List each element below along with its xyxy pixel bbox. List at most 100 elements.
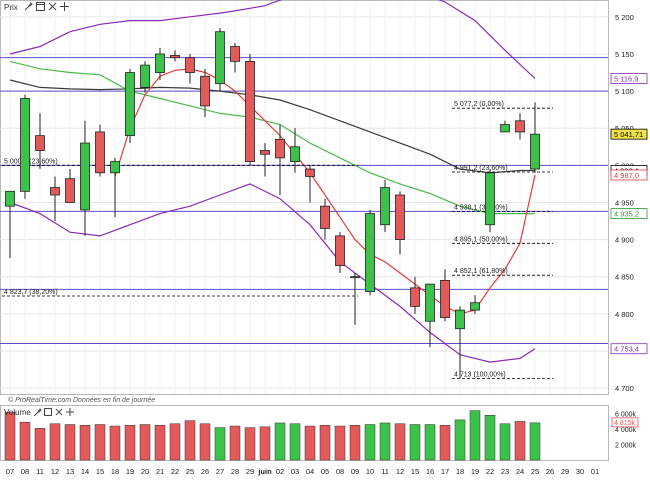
- candle[interactable]: [485, 169, 495, 233]
- volume-bar[interactable]: [529, 422, 541, 461]
- volume-close-icon[interactable]: [55, 408, 63, 416]
- volume-bar[interactable]: [94, 424, 106, 461]
- volume-bar[interactable]: [109, 425, 121, 461]
- price-right-label-box: [610, 128, 648, 140]
- candle[interactable]: [80, 120, 90, 236]
- settings-wrench-icon[interactable]: [24, 2, 33, 11]
- fibonacci-level-label: 4 895,1 (50,00%): [454, 236, 508, 243]
- volume-bar[interactable]: [214, 427, 226, 461]
- volume-move-icon[interactable]: [66, 408, 74, 416]
- volume-bar[interactable]: [169, 423, 181, 461]
- slow-moving-average-line: [9, 79, 535, 174]
- candle[interactable]: [170, 50, 180, 62]
- volume-bar[interactable]: [244, 427, 256, 461]
- volume-bar[interactable]: [274, 422, 286, 461]
- candle[interactable]: [125, 68, 135, 144]
- candle[interactable]: [35, 113, 45, 170]
- volume-bar[interactable]: [154, 425, 166, 461]
- volume-bar[interactable]: [394, 423, 406, 461]
- volume-bar[interactable]: [124, 425, 136, 461]
- candle[interactable]: [455, 306, 465, 379]
- volume-bar[interactable]: [319, 425, 331, 461]
- volume-maximize-icon[interactable]: [44, 408, 52, 416]
- price-right-label-text: 4 987,0: [614, 171, 639, 180]
- volume-bar[interactable]: [454, 419, 466, 461]
- date-tick-label: 05: [321, 467, 329, 476]
- volume-bar[interactable]: [259, 426, 271, 461]
- volume-bar[interactable]: [484, 415, 496, 461]
- volume-bar[interactable]: [4, 411, 16, 461]
- candle[interactable]: [140, 61, 150, 93]
- volume-bar[interactable]: [199, 423, 211, 461]
- volume-bar[interactable]: [334, 425, 346, 461]
- candle[interactable]: [395, 191, 405, 255]
- candle[interactable]: [470, 295, 480, 314]
- volume-bar[interactable]: [229, 425, 241, 461]
- volume-bar[interactable]: [64, 424, 76, 461]
- candle-body: [140, 64, 150, 88]
- volume-bar[interactable]: [19, 421, 31, 461]
- volume-bar[interactable]: [379, 422, 391, 461]
- candle[interactable]: [530, 102, 540, 173]
- candle[interactable]: [275, 124, 285, 196]
- date-tick-label: 15: [96, 467, 104, 476]
- candle[interactable]: [245, 53, 255, 166]
- candle[interactable]: [440, 269, 450, 322]
- candle[interactable]: [515, 113, 525, 140]
- maximize-icon[interactable]: [36, 2, 45, 11]
- candle-body: [20, 98, 30, 192]
- candle[interactable]: [95, 124, 105, 177]
- candle[interactable]: [305, 165, 315, 203]
- date-tick-label: 30: [576, 467, 584, 476]
- candle[interactable]: [200, 68, 210, 118]
- volume-bar[interactable]: [184, 420, 196, 461]
- candle[interactable]: [260, 143, 270, 177]
- volume-bar[interactable]: [439, 425, 451, 461]
- volume-bar[interactable]: [364, 424, 376, 461]
- volume-bar[interactable]: [49, 423, 61, 461]
- candle[interactable]: [365, 209, 375, 296]
- fibonacci-level-label: 4 852,1 (61,80%): [454, 268, 508, 275]
- close-icon[interactable]: [48, 2, 57, 11]
- candle-body: [5, 190, 15, 207]
- volume-bar[interactable]: [469, 410, 481, 461]
- move-icon[interactable]: [60, 2, 69, 11]
- volume-bar[interactable]: [304, 425, 316, 461]
- candle[interactable]: [290, 128, 300, 173]
- volume-bar[interactable]: [139, 424, 151, 461]
- candle[interactable]: [230, 42, 240, 73]
- candle[interactable]: [215, 27, 225, 92]
- date-tick-label: 29: [561, 467, 569, 476]
- candle[interactable]: [65, 169, 75, 203]
- candle-body: [80, 142, 90, 211]
- volume-bar[interactable]: [514, 421, 526, 461]
- candle[interactable]: [155, 48, 165, 80]
- candle[interactable]: [380, 180, 390, 233]
- date-tick-label: 27: [216, 467, 224, 476]
- candle[interactable]: [185, 53, 195, 84]
- volume-bar[interactable]: [34, 428, 46, 461]
- volume-settings-wrench-icon[interactable]: [33, 408, 42, 417]
- candle[interactable]: [320, 198, 330, 240]
- candle[interactable]: [335, 232, 345, 273]
- candle[interactable]: [410, 276, 420, 314]
- upper-band-line: [9, 0, 536, 79]
- volume-bar[interactable]: [499, 423, 511, 461]
- candle[interactable]: [20, 94, 30, 199]
- date-tick-label: 01: [591, 467, 599, 476]
- date-tick-label: 17: [441, 467, 449, 476]
- volume-bar[interactable]: [349, 425, 361, 461]
- date-tick-label: 22: [171, 467, 179, 476]
- candle[interactable]: [50, 176, 60, 222]
- candle[interactable]: [110, 157, 120, 218]
- volume-bar[interactable]: [289, 423, 301, 461]
- volume-bar[interactable]: [79, 425, 91, 461]
- candle-body: [170, 55, 180, 59]
- candle[interactable]: [350, 272, 360, 325]
- candle[interactable]: [425, 283, 435, 348]
- candle[interactable]: [5, 190, 15, 259]
- candle[interactable]: [500, 120, 510, 133]
- volume-bar[interactable]: [409, 424, 421, 461]
- volume-bar[interactable]: [424, 424, 436, 461]
